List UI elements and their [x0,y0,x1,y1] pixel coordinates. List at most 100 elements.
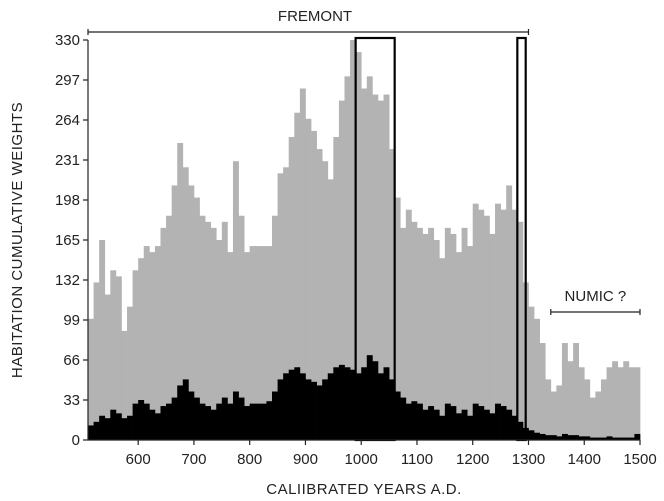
black-bar [372,361,379,440]
black-bar [327,373,334,440]
gray-bar [617,367,624,440]
black-bar [299,373,306,440]
black-bar [634,433,641,440]
gray-bar [266,246,273,440]
x-tick-label: 800 [237,451,262,468]
black-bar [600,437,607,440]
axis-titles: CALIIBRATED YEARS A.D. HABITATION CUMULA… [9,102,461,498]
x-tick-label: 1200 [456,451,489,468]
gray-bar [115,276,122,440]
black-series-bars [88,355,641,440]
black-bar [472,403,479,440]
black-bar [456,413,462,440]
black-bar [366,355,373,440]
gray-bar [160,227,167,440]
black-bar [595,437,602,440]
gray-bar [154,246,161,440]
gray-bar [333,136,340,440]
y-tick-label: 330 [55,32,80,49]
gray-bar [528,306,535,440]
black-bar [428,406,435,440]
gray-bar [444,227,451,440]
gray-bar [545,379,552,440]
gray-bar [260,246,267,440]
gray-bar [461,227,468,440]
gray-bar [244,252,251,440]
black-bar [210,409,217,440]
gray-bar [511,209,518,440]
black-bar [333,367,340,440]
gray-bar [472,203,479,440]
gray-bar [578,367,585,440]
gray-bar [556,385,563,440]
y-tick-label: 231 [55,152,80,169]
black-bar [127,415,133,440]
black-bar [188,391,195,440]
gray-bar [456,252,462,440]
black-bar [171,397,178,440]
black-bar [584,436,591,440]
black-bar [177,385,184,440]
gray-bar [166,215,172,440]
gray-bar [299,88,306,440]
gray-bar [389,149,396,440]
black-bar [461,409,468,440]
gray-bar [450,233,457,440]
black-bar [500,406,507,440]
black-bar [232,391,239,440]
black-bar [617,437,624,440]
gray-bar [416,227,423,440]
y-tick-label: 165 [55,232,80,249]
x-tick-label: 1000 [345,451,378,468]
black-bar [132,403,139,440]
gray-bar [221,221,228,440]
gray-bar [216,240,223,440]
gray-bar [628,367,635,440]
gray-bar [428,227,435,440]
gray-bar [322,161,329,440]
black-bar [450,406,457,440]
gray-bar [132,270,139,440]
gray-bar [623,361,630,440]
gray-bar [238,215,245,440]
gray-bar [127,306,133,440]
black-bar [138,400,145,440]
axes: 0 33 66 99 132 165 198 231 264 297 330 600 700 800 900… [55,32,657,468]
black-bar [205,406,212,440]
black-bar [272,391,278,440]
black-bar [166,403,172,440]
gray-bar [561,343,568,440]
black-bar [361,367,368,440]
black-bar [143,403,150,440]
y-tick-label: 297 [55,72,80,89]
gray-bar [277,173,284,440]
gray-bar [88,318,94,440]
gray-bar [478,209,485,440]
gray-bar [506,185,513,440]
gray-bar [344,76,351,441]
x-tick-label: 1500 [623,451,656,468]
gray-bar [489,233,496,440]
black-bar [567,435,574,440]
gray-bar [205,221,212,440]
gray-bar [589,397,596,440]
black-bar [517,421,524,440]
black-bar [199,403,206,440]
black-bar [411,401,418,440]
y-tick-label: 33 [63,392,80,409]
gray-bar [411,221,418,440]
gray-bar [99,240,106,440]
black-bar [260,403,267,440]
black-bar [444,403,451,440]
black-bar [612,437,619,440]
gray-bar [171,185,178,440]
gray-bar [539,343,546,440]
y-tick-label: 198 [55,192,80,209]
black-bar [489,413,496,440]
y-tick-label: 99 [63,312,80,329]
black-bar [104,418,111,440]
black-bar [93,421,100,440]
gray-bar [372,94,379,441]
y-tick-label: 264 [55,112,80,129]
black-bar [550,435,557,440]
